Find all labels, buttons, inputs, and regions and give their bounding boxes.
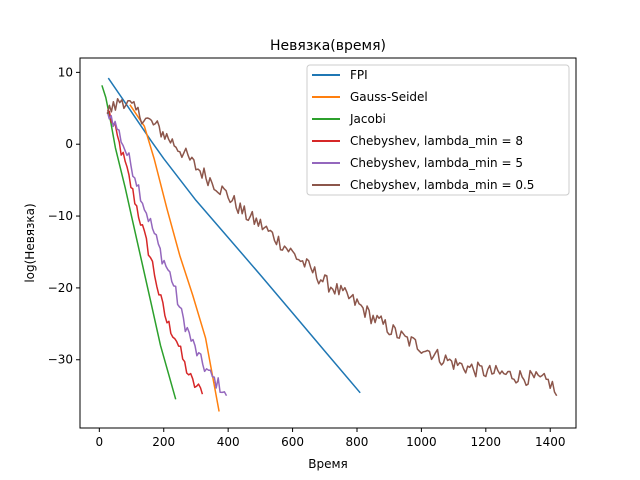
y-axis-label: log(Невязка)	[23, 203, 37, 282]
series-layer	[101, 77, 558, 412]
legend-box	[306, 64, 570, 196]
series-line-chebyshev-lambda-min-5	[106, 111, 228, 397]
legend-label: Chebyshev, lambda_min = 8	[350, 134, 523, 148]
x-axis-label: Время	[308, 457, 348, 471]
series-line-chebyshev-lambda-min-0-5	[106, 97, 558, 397]
x-tick-label: 1400	[535, 435, 566, 449]
plot-frame	[79, 57, 577, 429]
x-tick-label: 200	[152, 435, 175, 449]
series-line-fpi	[107, 77, 361, 394]
y-tick-label: −30	[48, 353, 73, 367]
y-tick-label: −10	[48, 209, 73, 223]
x-tick-label: 800	[346, 435, 369, 449]
y-tick-label: 0	[65, 137, 73, 151]
legend-label: Jacobi	[349, 112, 386, 126]
series-line-chebyshev-lambda-min-8	[106, 109, 204, 395]
legend-label: FPI	[350, 68, 368, 82]
legend-label: Chebyshev, lambda_min = 0.5	[350, 178, 534, 192]
legend-label: Chebyshev, lambda_min = 5	[350, 156, 523, 170]
y-axis: 10 0 −10 −20 −30	[48, 65, 80, 367]
chart-title: Невязка(время)	[270, 38, 386, 54]
x-tick-label: 1200	[471, 435, 502, 449]
x-axis: 0 200 400 600 800 1000 1200 1400	[96, 428, 566, 449]
x-tick-label: 0	[96, 435, 104, 449]
legend-label: Gauss-Seidel	[350, 90, 428, 104]
series-line-gauss-seidel	[129, 104, 220, 412]
y-tick-label: −20	[48, 281, 73, 295]
x-tick-label: 400	[217, 435, 240, 449]
x-tick-label: 600	[281, 435, 304, 449]
y-tick-label: 10	[58, 65, 73, 79]
x-tick-label: 1000	[406, 435, 437, 449]
legend: FPI Gauss-Seidel Jacobi Chebyshev, lambda_m…	[306, 64, 570, 196]
